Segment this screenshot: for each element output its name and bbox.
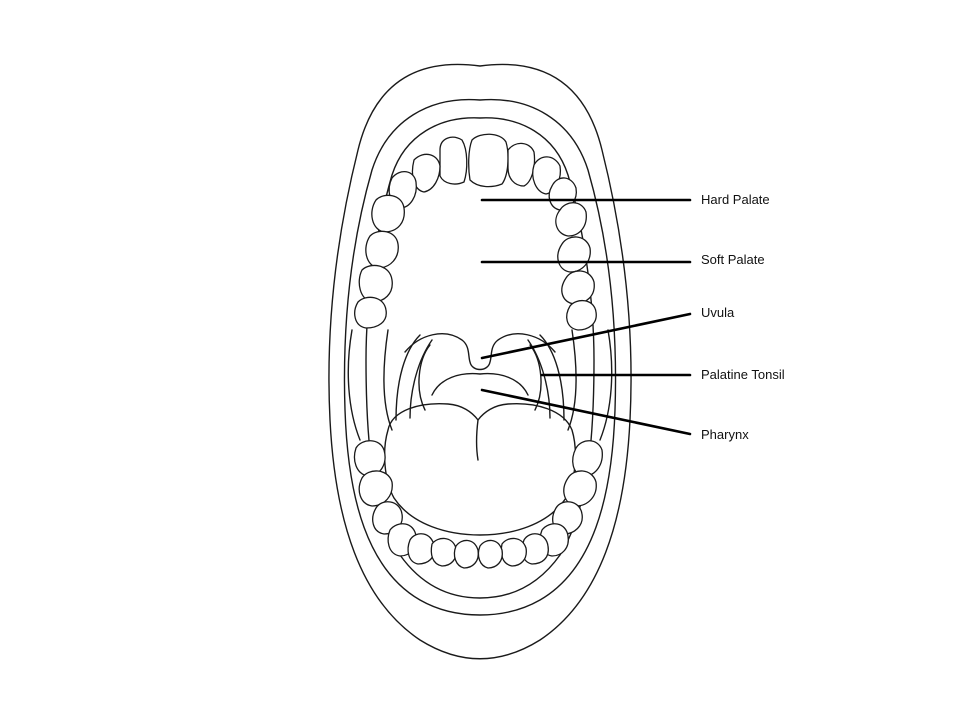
right-outer-arch [567,329,577,431]
right-cheek-line [599,329,613,441]
leader-uvula [480,312,692,360]
left-arch-1 [395,334,421,421]
label-uvula: Uvula [701,305,735,320]
inner-lip-line [343,98,617,616]
tongue-midline [475,419,479,461]
label-palatine-tonsil: Palatine Tonsil [701,367,785,382]
left-outer-arch [383,329,393,431]
outer-lips [328,63,632,660]
lower-teeth [353,440,603,569]
tongue [383,403,577,536]
label-pharynx: Pharynx [701,427,749,442]
pharynx-outline [431,372,529,396]
upper-teeth [354,133,597,331]
leader-pharynx [480,388,692,436]
right-palatine-tonsil [529,344,542,411]
left-palatine-tonsil [418,344,431,411]
label-hard-palate: Hard Palate [701,192,770,207]
soft-palate-edge [404,333,556,371]
label-soft-palate: Soft Palate [701,252,765,267]
left-arch-2 [409,339,433,419]
left-cheek-line [347,329,361,441]
